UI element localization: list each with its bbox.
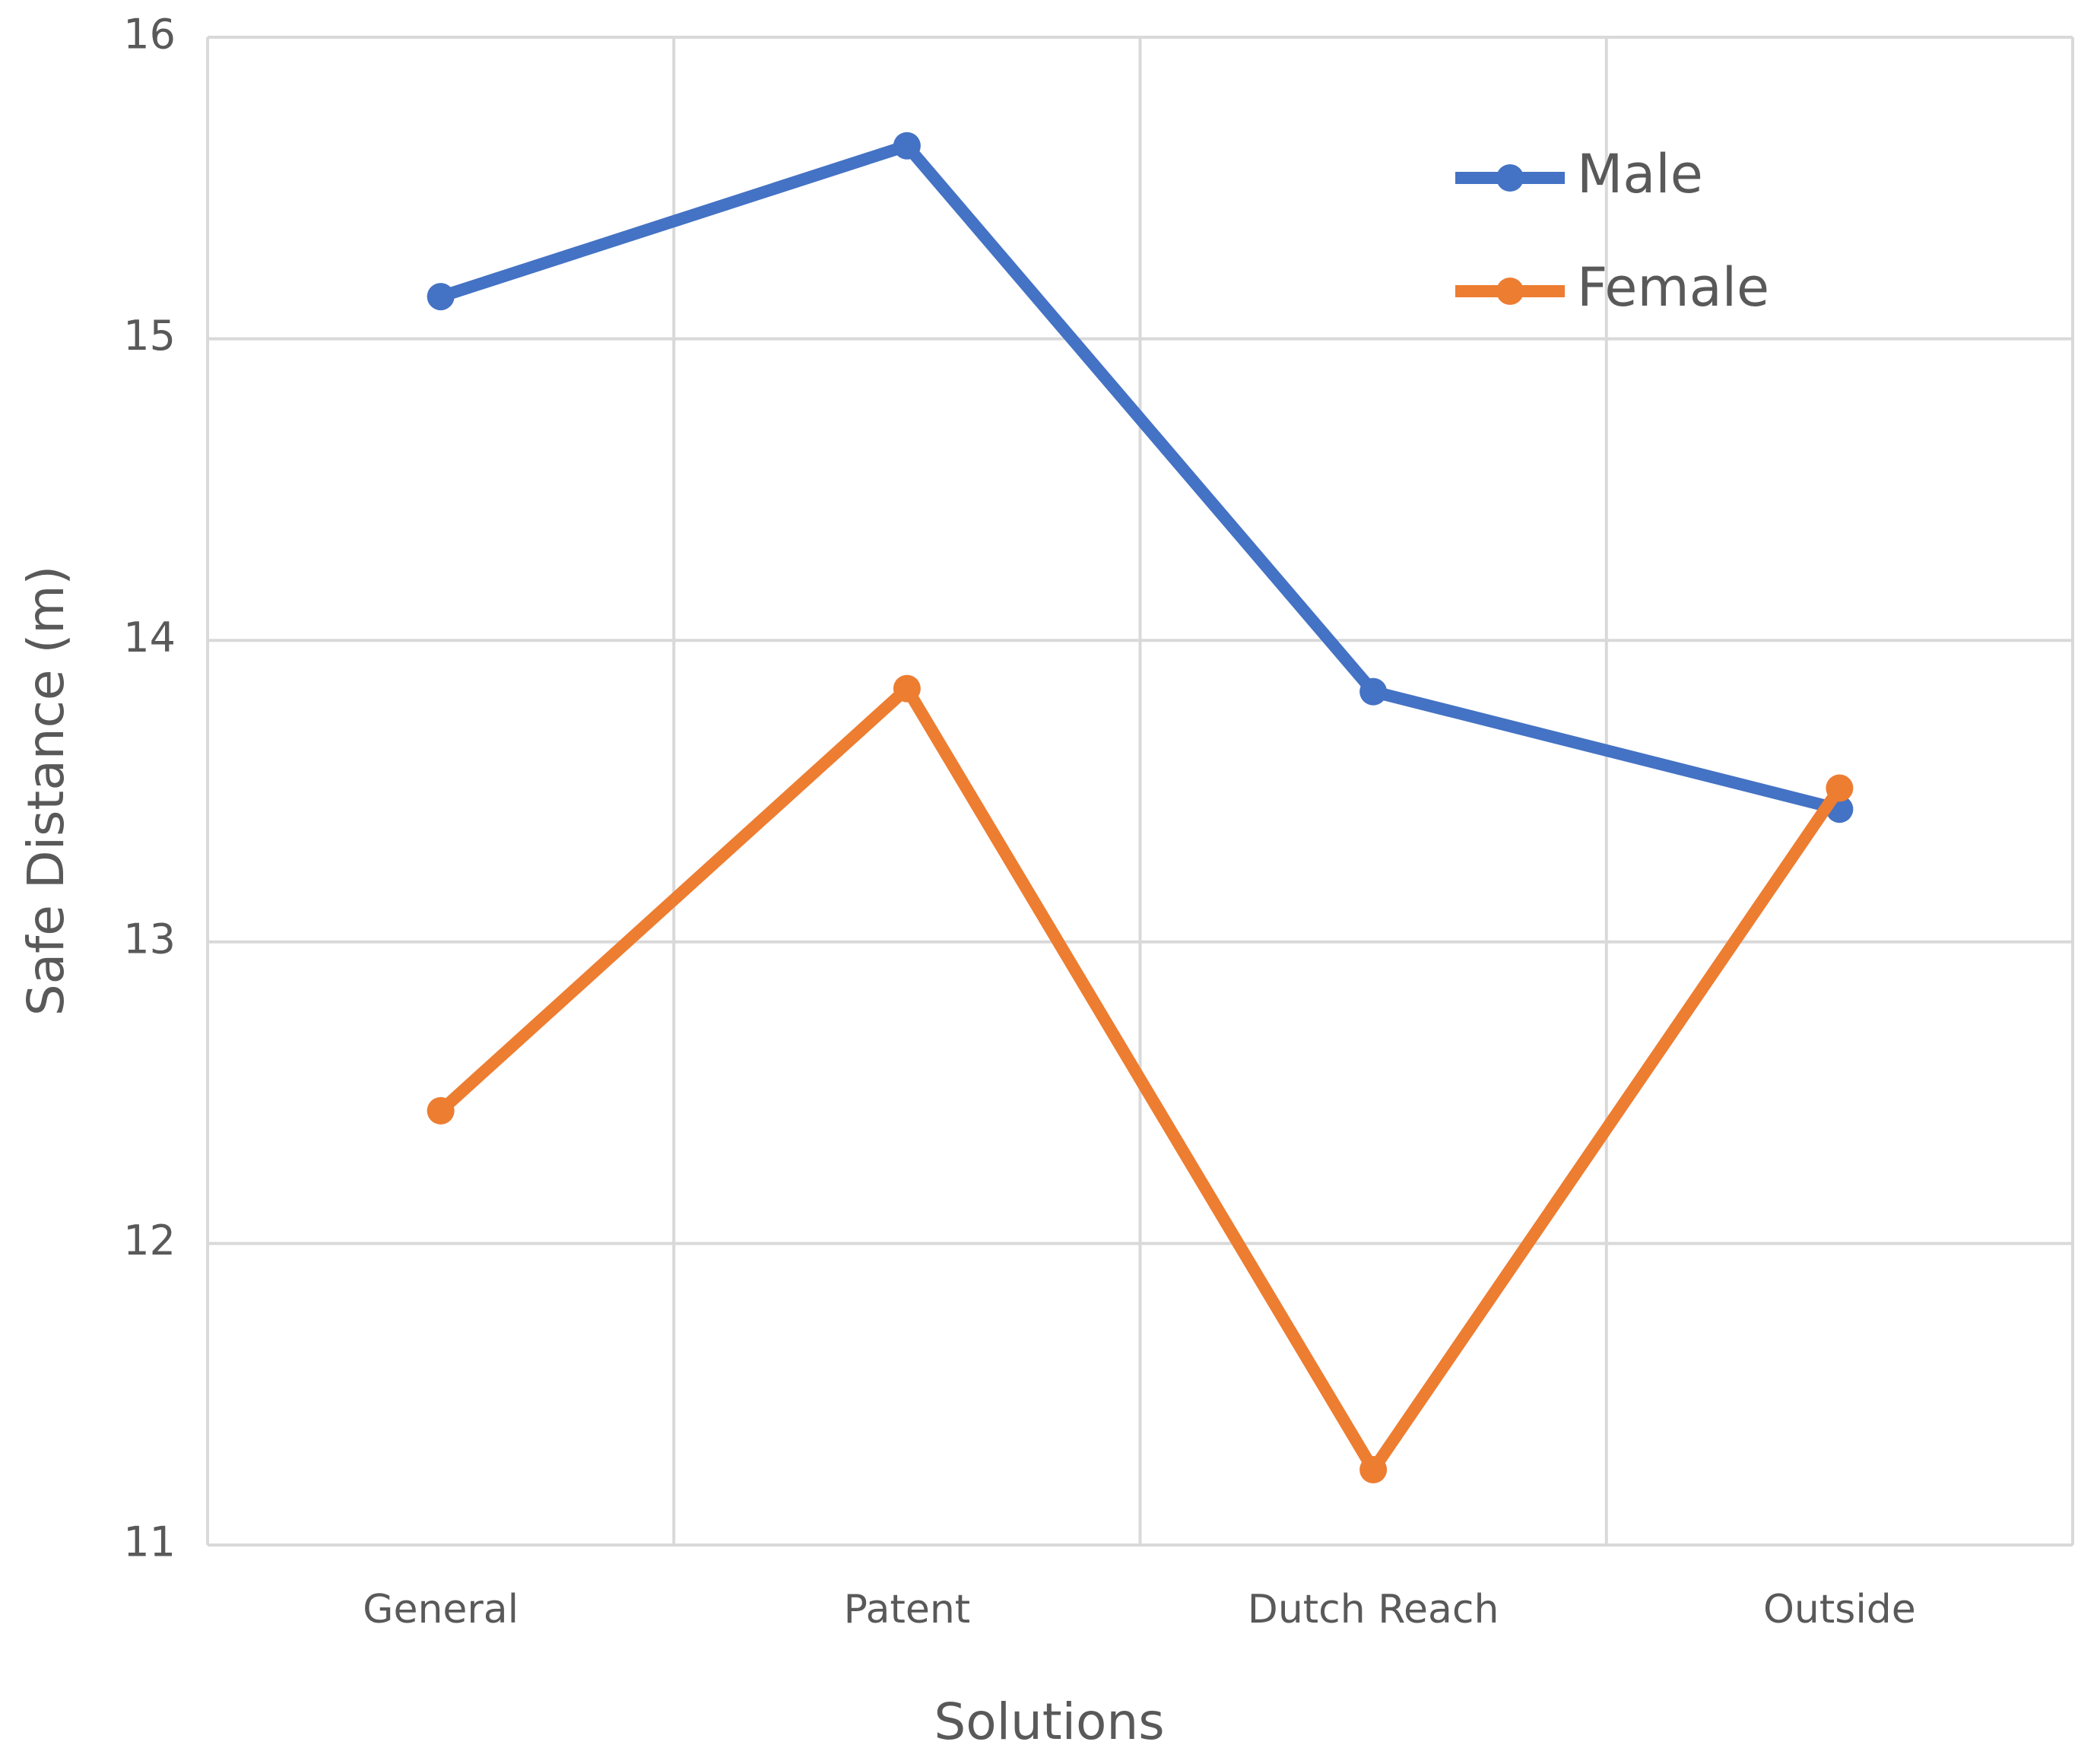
y-tick-label: 11: [123, 1518, 176, 1566]
y-tick-label: 15: [123, 312, 176, 360]
series-line: [434, 139, 1846, 816]
legend-marker: [1496, 278, 1524, 305]
legend-label: Male: [1577, 143, 1703, 205]
data-point: [427, 1096, 455, 1125]
data-point: [893, 132, 921, 160]
y-tick-label: 16: [123, 11, 176, 59]
x-tick-label: Outside: [1763, 1587, 1916, 1632]
y-tick-label: 14: [123, 614, 176, 662]
legend-label: Female: [1577, 256, 1769, 319]
y-tick-label: 13: [123, 915, 176, 963]
x-tick-label: General: [363, 1587, 519, 1632]
x-axis-title: Solutions: [934, 1693, 1164, 1751]
data-point: [1359, 677, 1388, 706]
x-tick-label: Patent: [844, 1587, 971, 1632]
legend-marker: [1496, 164, 1524, 192]
x-tick-label: Dutch Reach: [1248, 1587, 1499, 1632]
y-axis-title: Safe Distance (m): [17, 566, 75, 1017]
data-point: [893, 674, 921, 703]
series-line: [434, 682, 1846, 1476]
data-point: [427, 283, 455, 311]
data-point: [1826, 774, 1854, 802]
y-tick-label: 12: [123, 1217, 176, 1264]
data-point: [1359, 1455, 1388, 1483]
